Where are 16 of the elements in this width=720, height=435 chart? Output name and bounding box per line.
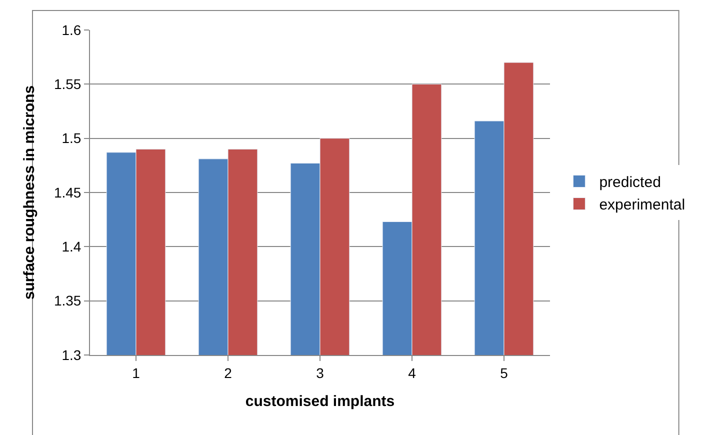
x-axis-title: customised implants: [245, 392, 395, 410]
y-tick-label: 1.4: [62, 238, 82, 255]
x-tick-label: 4: [408, 364, 416, 381]
y-tick-label: 1.5: [62, 130, 82, 146]
y-tick-label: 1.6: [62, 22, 82, 38]
legend-label: experimental: [599, 196, 686, 214]
x-tick-label: 2: [224, 364, 232, 381]
y-tick-label: 1.35: [54, 292, 82, 309]
x-tick-label: 1: [132, 364, 140, 381]
y-tick-label: 1.3: [62, 346, 82, 363]
y-tick-label: 1.45: [54, 184, 82, 200]
y-tick-label: 1.55: [54, 76, 82, 92]
x-tick-label: 3: [316, 364, 324, 381]
y-axis-title: surface roughness in microns: [21, 85, 38, 300]
legend-label: predicted: [599, 174, 661, 192]
x-tick-label: 5: [500, 364, 508, 381]
